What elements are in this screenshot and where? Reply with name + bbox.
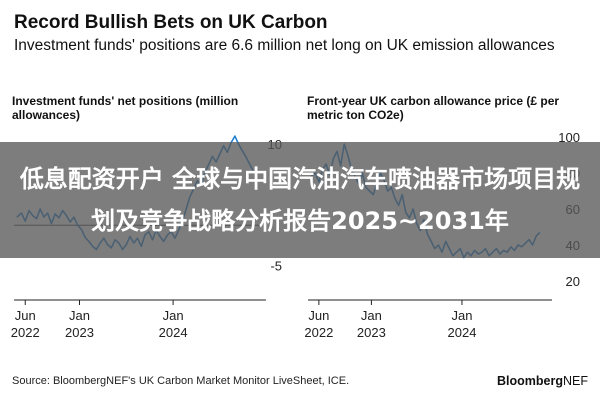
left-y-tick-label-1: -5 bbox=[270, 259, 282, 274]
brand-light: NEF bbox=[563, 374, 588, 388]
chart-subtitle: Investment funds' positions are 6.6 mill… bbox=[14, 37, 555, 54]
watermark-line-2: 划及竞争战略分析报告2025~2031年 bbox=[91, 207, 509, 235]
right-x-tick-label-2: Jan bbox=[451, 308, 472, 323]
left-x-tick-year-2: 2024 bbox=[159, 325, 188, 340]
right-panel-title: Front-year UK carbon allowance price (£ … bbox=[307, 94, 560, 122]
brand-bold: Bloomberg bbox=[497, 374, 563, 388]
right-y-tick-label-4: 20 bbox=[566, 274, 580, 289]
left-x-tick-year-0: 2022 bbox=[11, 325, 40, 340]
chart-title: Record Bullish Bets on UK Carbon bbox=[14, 12, 328, 33]
brand-logo: BloombergNEF bbox=[497, 374, 588, 388]
right-y-tick-label-0: 100 bbox=[558, 130, 580, 145]
watermark-text: 低息配资开户 全球与中国汽油汽车喷油器市场项目规 划及竞争战略分析报告2025~… bbox=[0, 158, 600, 242]
right-x-tick-year-0: 2022 bbox=[304, 325, 333, 340]
left-x-tick-year-1: 2023 bbox=[65, 325, 94, 340]
right-x-tick-year-1: 2023 bbox=[357, 325, 386, 340]
left-x-tick-label-2: Jan bbox=[163, 308, 184, 323]
right-x-tick-label-0: Jun bbox=[308, 308, 329, 323]
watermark-line-1: 低息配资开户 全球与中国汽油汽车喷油器市场项目规 bbox=[19, 165, 581, 193]
left-x-tick-label-1: Jan bbox=[69, 308, 90, 323]
source-note: Source: BloombergNEF's UK Carbon Market … bbox=[12, 375, 350, 387]
watermark-banner bbox=[0, 142, 600, 258]
left-x-tick-label-0: Jun bbox=[15, 308, 36, 323]
left-panel-title: Investment funds' net positions (million… bbox=[12, 94, 239, 122]
right-x-tick-year-2: 2024 bbox=[448, 325, 477, 340]
right-x-tick-label-1: Jan bbox=[361, 308, 382, 323]
